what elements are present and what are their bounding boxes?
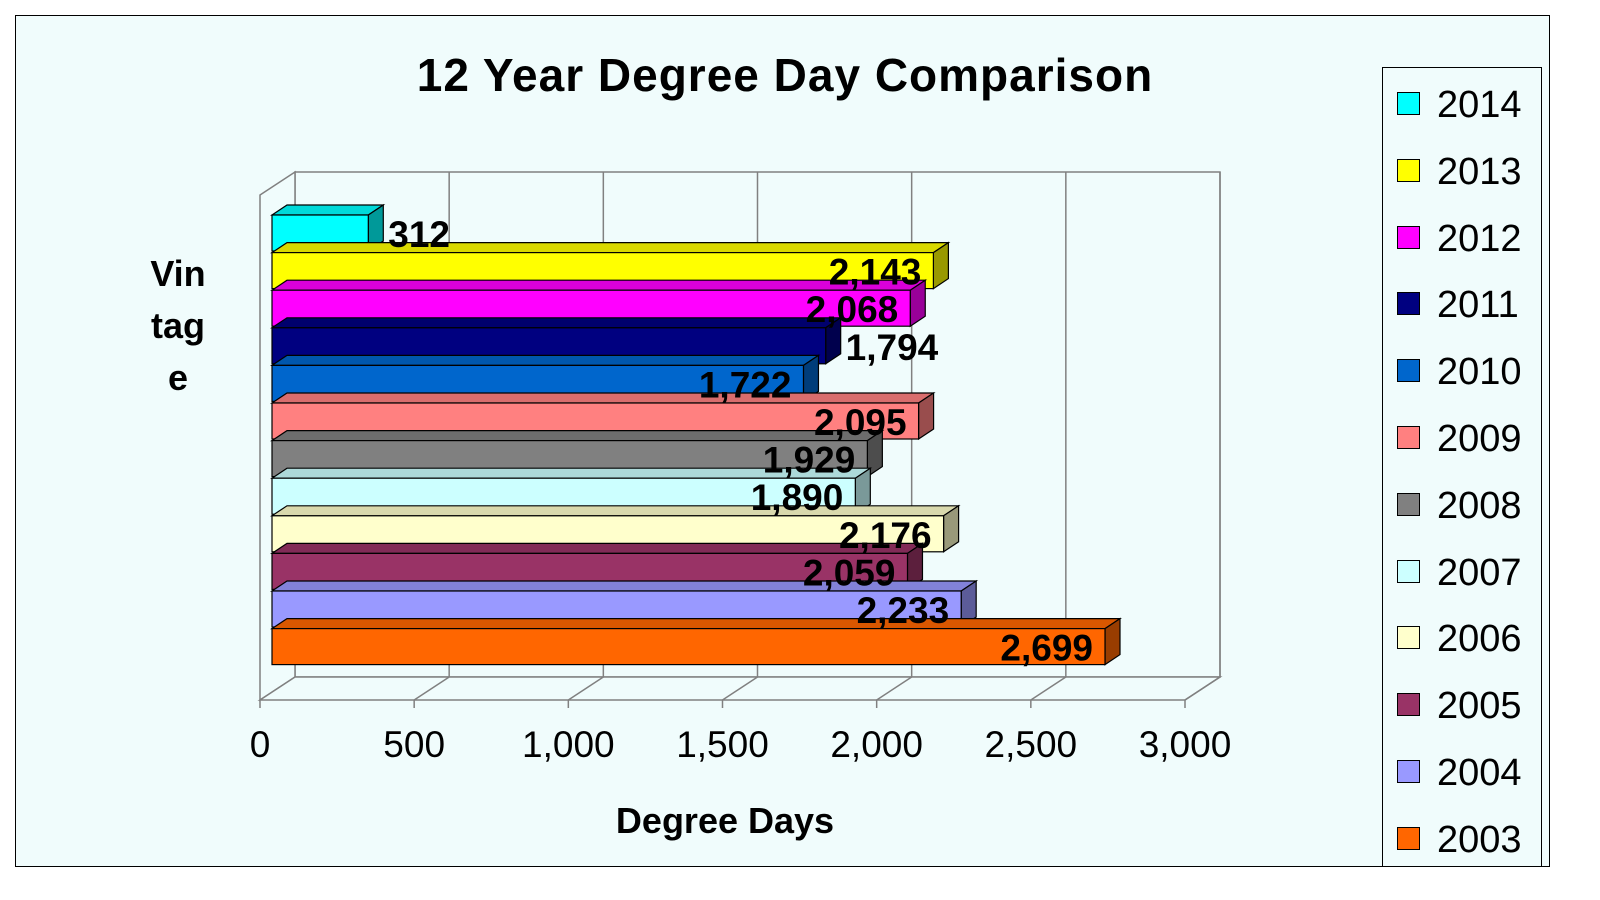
y-axis-label: Vintage (150, 253, 206, 398)
data-label-2013: 2,143 (829, 252, 922, 293)
legend: 2014 2013 2012 2011 2010 2009 2008 2007 2006 2005… (1382, 67, 1542, 867)
legend-swatch (1397, 359, 1420, 383)
x-tick-label: 500 (383, 724, 445, 765)
x-tick-label: 1,000 (522, 724, 615, 765)
legend-swatch (1397, 826, 1420, 850)
x-tick-label: 2,500 (985, 724, 1078, 765)
bars (270, 203, 1122, 666)
data-label-2007: 1,890 (751, 477, 844, 518)
data-label-2006: 2,176 (839, 515, 932, 556)
legend-label: 2009 (1437, 418, 1522, 460)
gridline-floor (1184, 676, 1221, 701)
legend-swatch (1397, 626, 1420, 650)
x-tick-label: 0 (250, 724, 271, 765)
data-labels: 3122,1432,0681,7941,7222,0951,9291,8902,… (388, 214, 1093, 669)
legend-item-2010: 2010 (1383, 347, 1541, 397)
legend-label: 2010 (1437, 351, 1522, 394)
bar-top-face (270, 317, 843, 329)
data-label-2004: 2,233 (857, 590, 950, 631)
data-label-2011: 1,794 (846, 327, 939, 368)
gridline-floor (722, 676, 758, 701)
legend-item-2008: 2008 (1383, 481, 1541, 531)
x-tick-label: 2,000 (830, 724, 923, 765)
legend-swatch (1397, 760, 1420, 783)
legend-label: 2007 (1437, 551, 1522, 594)
legend-swatch (1397, 559, 1420, 583)
bar-top-face (270, 617, 1122, 630)
legend-item-2005: 2005 (1383, 681, 1541, 731)
legend-swatch (1397, 492, 1420, 516)
legend-swatch (1397, 92, 1420, 115)
legend-label: 2013 (1437, 150, 1522, 193)
data-label-2012: 2,068 (806, 289, 899, 330)
legend-item-2007: 2007 (1383, 548, 1541, 598)
bar-top-face (270, 204, 386, 216)
legend-label: 2004 (1437, 752, 1522, 794)
gridline-floor (567, 676, 604, 701)
data-label-2008: 1,929 (763, 440, 856, 481)
legend-label: 2014 (1437, 84, 1522, 126)
legend-label: 2008 (1437, 484, 1522, 527)
legend-item-2006: 2006 (1383, 614, 1541, 664)
data-label-2009: 2,095 (814, 402, 907, 443)
legend-item-2011: 2011 (1383, 280, 1541, 330)
legend-label: 2005 (1437, 685, 1522, 728)
legend-item-2012: 2012 (1383, 214, 1541, 264)
chart-title: 12 Year Degree Day Comparison (416, 49, 1154, 101)
legend-item-2009: 2009 (1383, 414, 1541, 464)
legend-item-2003: 2003 (1383, 815, 1541, 865)
legend-label: 2003 (1437, 818, 1522, 861)
data-label-2003: 2,699 (1000, 628, 1093, 669)
legend-label: 2011 (1437, 284, 1519, 327)
data-label-2014: 312 (388, 214, 450, 255)
x-tick-label: 3,000 (1139, 724, 1232, 765)
legend-swatch (1397, 158, 1420, 182)
legend-item-2014: 2014 (1383, 80, 1541, 130)
x-tick-labels: 0 500 1,000 1,500 2,000 2,500 3,000 (250, 700, 1232, 765)
x-tick-label: 1,500 (676, 724, 769, 765)
legend-swatch (1397, 693, 1420, 717)
gridline-floor (1030, 676, 1067, 701)
legend-swatch (1397, 426, 1420, 449)
data-label-2010: 1,722 (699, 364, 792, 405)
gridline-floor (413, 676, 450, 701)
bar-front-face (271, 627, 1106, 666)
data-label-2005: 2,059 (803, 552, 896, 593)
legend-item-2004: 2004 (1383, 748, 1541, 798)
legend-swatch (1397, 292, 1420, 316)
gridline-floor (876, 676, 913, 701)
bar-2003 (270, 617, 1122, 666)
legend-swatch (1397, 225, 1420, 249)
legend-label: 2006 (1437, 618, 1522, 661)
legend-label: 2012 (1437, 217, 1522, 260)
legend-item-2013: 2013 (1383, 147, 1541, 197)
x-axis-label: Degree Days (615, 800, 835, 841)
